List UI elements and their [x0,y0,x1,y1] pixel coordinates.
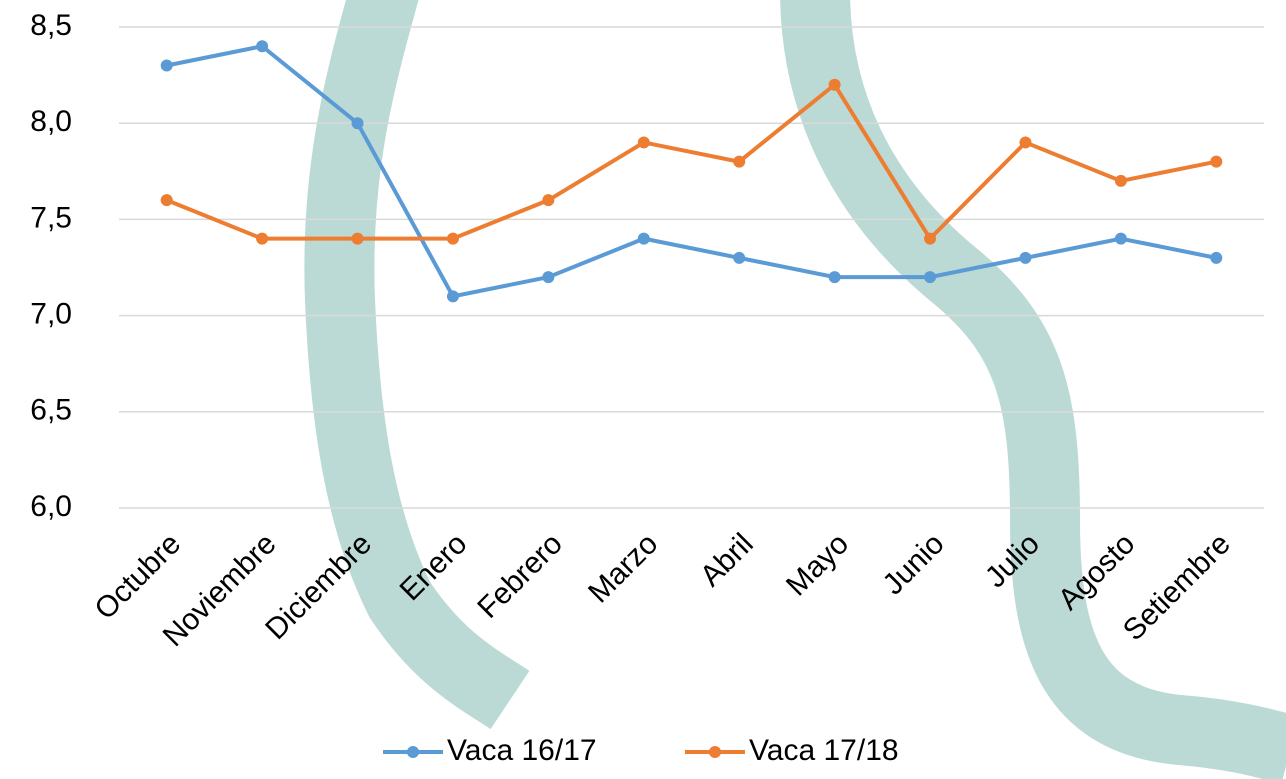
y-tick-label: 7,5 [30,201,72,234]
point [638,136,650,148]
point [352,233,364,245]
point [1019,136,1031,148]
point [352,117,364,129]
point [1115,175,1127,187]
point [542,271,554,283]
x-tick-label: Mayo [780,527,855,602]
point [447,290,459,302]
legend-marker [407,746,419,758]
chart: 6,06,57,07,58,08,5OctubreNoviembreDiciem… [0,0,1286,779]
x-tick-label: Abril [694,527,760,593]
x-tick-label: Junio [877,527,951,601]
point [161,194,173,206]
point [256,40,268,52]
legend-marker [709,746,721,758]
y-tick-label: 7,0 [30,298,72,331]
point [1210,252,1222,264]
point [1115,233,1127,245]
legend-label: Vaca 17/18 [749,734,899,767]
point [638,233,650,245]
x-tick-label: Febrero [471,527,569,625]
y-tick-label: 6,0 [30,490,72,523]
point [256,233,268,245]
legend-label: Vaca 16/17 [447,734,597,767]
x-tick-label: Octubre [88,527,187,626]
point [1210,156,1222,168]
point [447,233,459,245]
point [829,79,841,91]
point [1019,252,1031,264]
point [733,252,745,264]
point [733,156,745,168]
y-tick-label: 8,5 [30,9,72,42]
point [924,233,936,245]
x-tick-label: Marzo [582,527,664,609]
y-tick-label: 6,5 [30,394,72,427]
point [924,271,936,283]
point [161,59,173,71]
point [542,194,554,206]
y-tick-label: 8,0 [30,105,72,138]
point [829,271,841,283]
